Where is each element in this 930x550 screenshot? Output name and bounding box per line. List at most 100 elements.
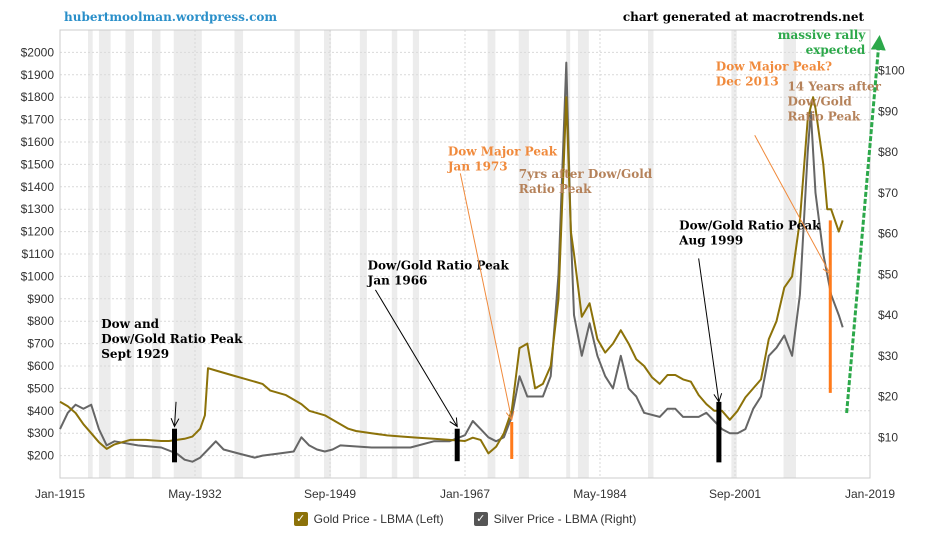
right-axis: $10 $20 $30 $40 $50 $60 $70 $80 $90 $100: [878, 64, 905, 445]
left-tick-label: $1600: [21, 135, 55, 149]
plot-frame: [59, 29, 871, 479]
x-tick-label: May-1932: [168, 487, 222, 501]
annotation-text: 14 Years after Dow/Gold Ratio Peak: [787, 79, 881, 123]
left-tick-label: $600: [27, 359, 54, 373]
annotation-line: Ratio Peak: [519, 182, 592, 196]
annotation-line: Dow Major Peak?: [716, 59, 832, 73]
annotation-line: Dow Major Peak: [448, 144, 558, 158]
legend-label-silver: Silver Price - LBMA (Right): [493, 512, 637, 526]
annotation-arrowhead: [170, 417, 180, 428]
left-tick-label: $1200: [21, 225, 55, 239]
annotation-line: Sept 1929: [101, 347, 169, 361]
legend-item-gold[interactable]: ✓ Gold Price - LBMA (Left): [293, 512, 444, 526]
annotation-line: 7yrs after Dow/Gold: [519, 167, 653, 181]
x-tick-label: May-1984: [573, 487, 627, 501]
x-tick-label: Jan-1967: [440, 487, 490, 501]
annotation-arrowhead: [505, 410, 515, 421]
recession-band: [88, 30, 93, 478]
left-tick-label: $200: [27, 449, 54, 463]
annotation-line: Dow/Gold Ratio Peak: [101, 332, 243, 346]
annotation-text: Dow Major Peak? Dec 2013: [716, 59, 832, 88]
left-tick-label: $1400: [21, 180, 55, 194]
annotation-arrow: [754, 135, 831, 275]
silver-check-icon: ✓: [473, 512, 488, 526]
left-tick-label: $300: [27, 426, 54, 440]
annotation-line: Dec 2013: [716, 74, 779, 88]
annotation-arrowhead: [713, 393, 723, 403]
recession-band: [648, 30, 654, 478]
legend-label-gold: Gold Price - LBMA (Left): [313, 512, 444, 526]
annotation-line: massive rally: [778, 28, 867, 42]
annotation-arrow: [173, 401, 177, 427]
gold-check-icon: ✓: [293, 512, 308, 526]
series-lines: [59, 61, 844, 463]
annotations: Dow and Dow/Gold Ratio Peak Sept 1929Dow/G…: [101, 28, 882, 428]
left-tick-label: $1100: [22, 247, 55, 261]
recession-band: [577, 30, 589, 478]
right-tick-label: $20: [878, 390, 898, 404]
annotation-line: 14 Years after: [787, 79, 881, 93]
recession-band: [324, 30, 332, 478]
left-tick-label: $1000: [21, 269, 55, 283]
x-tick-label: Jan-1915: [35, 487, 85, 501]
annotation-text: 7yrs after Dow/Gold Ratio Peak: [519, 167, 653, 196]
annotation-line: Dow/Gold: [787, 94, 852, 108]
recession-band: [234, 30, 244, 478]
annotation-text: Dow/Gold Ratio Peak Jan 1966: [367, 259, 510, 288]
left-tick-label: $1700: [21, 113, 55, 127]
annotation-text: massive rally expected: [778, 28, 867, 57]
annotation-line: Dow/Gold Ratio Peak: [679, 218, 821, 232]
silver-price-line: [59, 61, 844, 463]
annotation-arrowhead: [449, 417, 458, 428]
recession-band: [731, 30, 737, 478]
right-tick-label: $50: [878, 267, 898, 281]
chart-credit: chart generated at macrotrends.net: [623, 10, 865, 24]
peak-markers: [171, 220, 832, 463]
annotation-line: Jan 1973: [447, 159, 508, 173]
left-tick-label: $1800: [21, 90, 55, 104]
annotation-text: Dow and Dow/Gold Ratio Peak Sept 1929: [101, 317, 243, 361]
left-tick-label: $1300: [21, 202, 55, 216]
x-tick-label: Jan-2019: [845, 487, 895, 501]
annotation-line: Dow/Gold Ratio Peak: [368, 259, 510, 273]
right-tick-label: $30: [878, 349, 898, 363]
left-tick-label: $800: [27, 314, 54, 328]
left-axis: $200 $300 $400 $500 $600 $700 $800 $900 $1000 $11…: [21, 45, 55, 462]
annotation-arrowhead: [822, 265, 831, 276]
left-tick-label: $700: [27, 337, 54, 351]
annotation-arrow: [375, 289, 458, 427]
grid-lines: [60, 30, 870, 478]
left-tick-label: $2000: [21, 45, 55, 59]
annotation-line: expected: [806, 43, 866, 57]
right-tick-label: $100: [878, 64, 905, 78]
annotation-line: Aug 1999: [678, 233, 743, 247]
left-tick-label: $500: [27, 381, 54, 395]
right-tick-label: $10: [878, 430, 898, 444]
right-tick-label: $60: [878, 227, 898, 241]
annotation-line: Dow and: [101, 317, 159, 331]
x-tick-label: Sep-1949: [304, 487, 356, 501]
x-tick-label: Sep-2001: [709, 487, 761, 501]
annotation-text: Dow/Gold Ratio Peak Aug 1999: [678, 218, 821, 247]
right-tick-label: $80: [878, 145, 898, 159]
gold-price-line: [59, 96, 844, 455]
recession-band: [518, 30, 529, 478]
left-tick-label: $1900: [21, 68, 55, 82]
annotation-text: Dow Major Peak Jan 1973: [447, 144, 558, 173]
x-axis: Jan-1915 May-1932 Sep-1949 Jan-1967 May-1984…: [35, 487, 895, 501]
site-title: hubertmoolman.wordpress.com: [64, 10, 277, 24]
annotation-line: Ratio Peak: [787, 109, 860, 123]
left-tick-label: $900: [27, 292, 54, 306]
annotation-arrow: [698, 258, 720, 402]
recession-band: [359, 30, 367, 478]
legend-item-silver[interactable]: ✓ Silver Price - LBMA (Right): [473, 512, 637, 526]
recession-band: [412, 30, 420, 478]
right-tick-label: $70: [878, 186, 898, 200]
left-tick-label: $1500: [21, 157, 55, 171]
annotation-line: Jan 1966: [367, 274, 428, 288]
annotation-arrow: [459, 173, 513, 420]
right-tick-label: $90: [878, 104, 898, 118]
right-tick-label: $40: [878, 308, 898, 322]
recession-band: [391, 30, 398, 478]
